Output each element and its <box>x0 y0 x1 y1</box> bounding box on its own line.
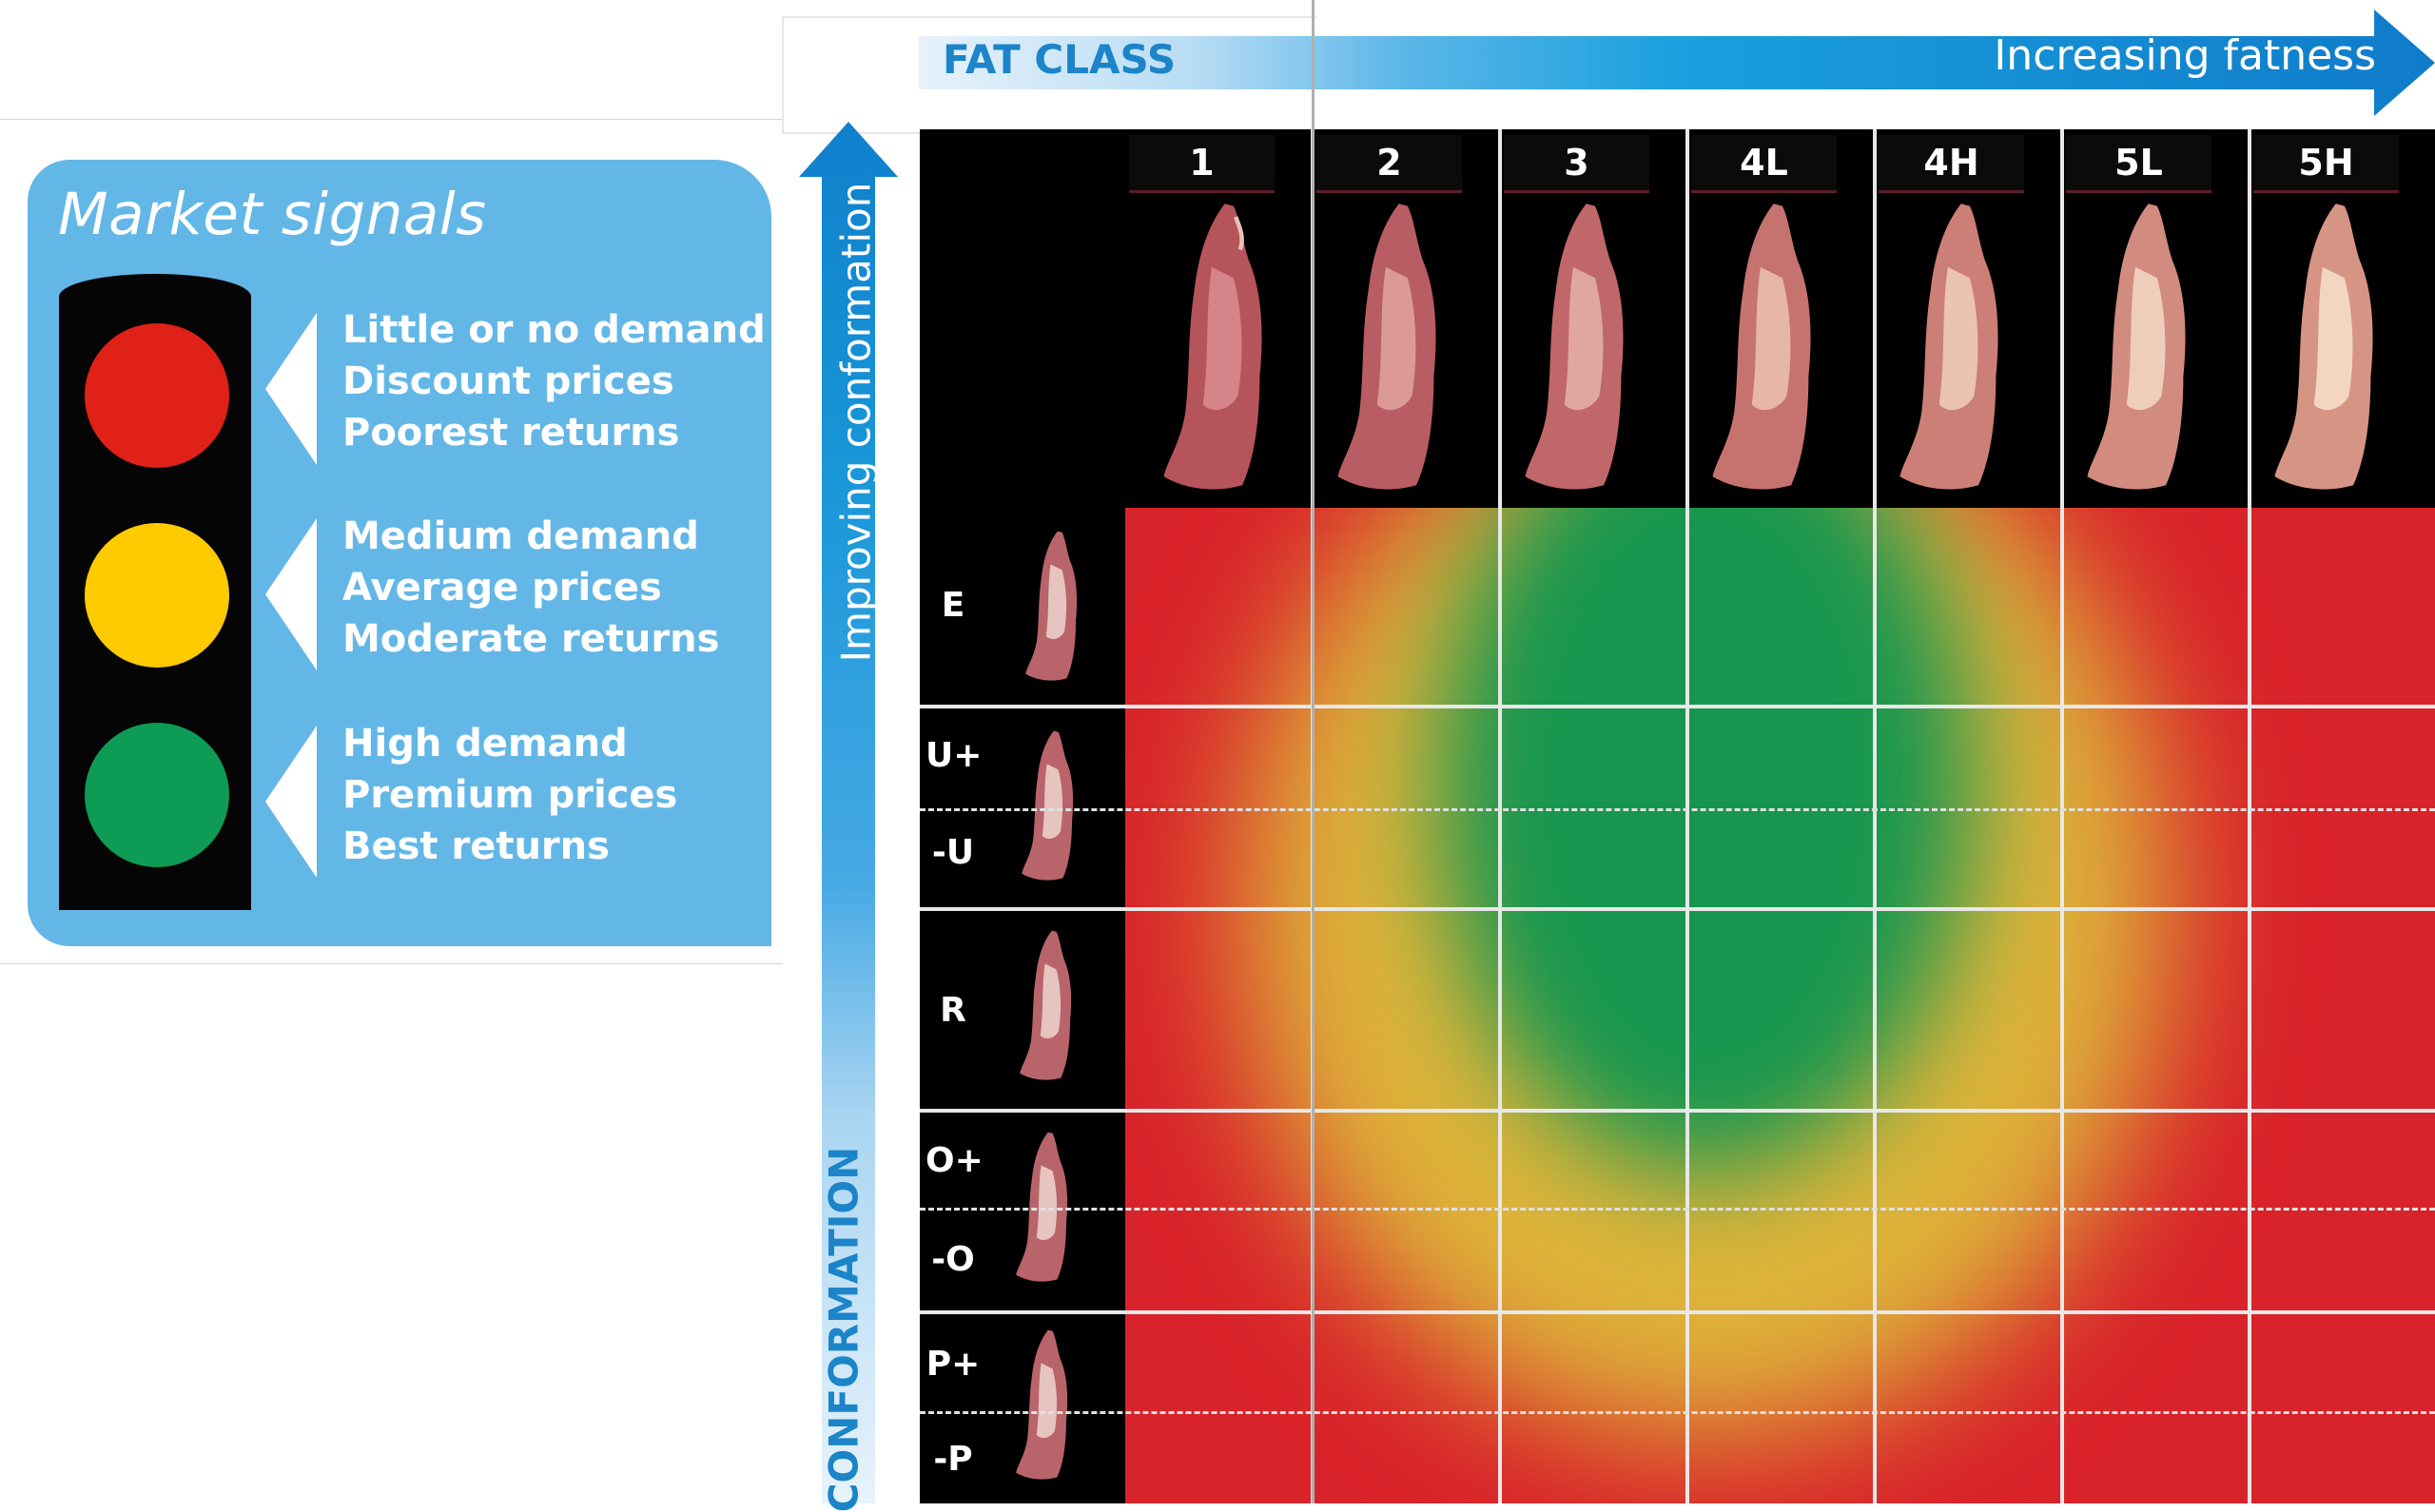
carcass-image <box>1525 204 1624 490</box>
top-rule <box>0 119 783 120</box>
conformation-class-P+: P+ <box>925 1345 981 1384</box>
carcass-image <box>2087 204 2186 490</box>
conformation-class--U: -U <box>931 833 975 872</box>
grid-dashed-line <box>920 1411 2435 1414</box>
conformation-class-U+: U+ <box>925 736 983 775</box>
pointer-red-icon <box>265 313 317 465</box>
conformation-class-E: E <box>941 586 965 625</box>
fat-class-subtitle: Increasing fatness <box>1994 31 2376 80</box>
grid-dashed-line <box>920 808 2435 811</box>
fat-class-4L: 4L <box>1691 135 1837 193</box>
fat-class-5H: 5H <box>2253 135 2399 193</box>
carcass-image <box>1016 1329 1068 1480</box>
classification-grid: 1 2 3 4L 4H 5L 5H E U+ -U R O+ -O P+ -P <box>920 129 2435 1503</box>
fat-class-3: 3 <box>1504 135 1649 193</box>
grid-line <box>920 705 2435 708</box>
bottom-rule <box>0 963 783 964</box>
grid-line <box>920 907 2435 911</box>
grid-line <box>920 1310 2435 1314</box>
grid-dashed-line <box>920 1208 2435 1211</box>
signal-amber-text: Medium demand Average prices Moderate re… <box>342 511 719 665</box>
fat-class-title: FAT CLASS <box>943 36 1177 83</box>
signal-line: Premium prices <box>342 773 678 817</box>
signal-line: Medium demand <box>342 514 699 558</box>
grid-line <box>1685 129 1689 1503</box>
fat-class-1: 1 <box>1129 135 1275 193</box>
conformation-class--O: -O <box>931 1240 975 1279</box>
pointer-amber-icon <box>265 518 317 670</box>
grid-line <box>2248 129 2251 1503</box>
signal-line: Discount prices <box>342 359 674 403</box>
demand-heatmap <box>1125 508 2435 1503</box>
carcass-image <box>1022 730 1074 881</box>
legend-title: Market signals <box>58 181 487 248</box>
grid-line <box>1498 129 1502 1503</box>
conformation-title: CONFORMATION <box>820 1146 867 1512</box>
traffic-light-icon <box>59 274 251 910</box>
signal-red-text: Little or no demand Discount prices Poor… <box>342 304 766 458</box>
carcass-image <box>1163 204 1262 490</box>
carcass-image <box>1337 204 1436 490</box>
carcass-image <box>1016 1132 1068 1282</box>
signal-green-text: High demand Premium prices Best returns <box>342 718 677 872</box>
grid-line <box>2060 129 2064 1503</box>
fat-class-5L: 5L <box>2066 135 2211 193</box>
carcass-image <box>2274 204 2373 490</box>
divider-line <box>1312 0 1315 1503</box>
conformation-arrow-icon <box>799 122 898 1503</box>
signal-line: Moderate returns <box>342 617 720 661</box>
red-light <box>85 323 229 468</box>
market-signals-legend: Market signals Little or no demand Disco… <box>28 160 771 946</box>
conformation-class-R: R <box>940 991 966 1030</box>
signal-line: Little or no demand <box>342 308 766 352</box>
heat-green-zone <box>1439 508 1972 1173</box>
conformation-subtitle: Improving conformation <box>832 182 880 663</box>
pointer-green-icon <box>265 726 317 878</box>
conformation-class-O+: O+ <box>925 1141 984 1180</box>
carcass-image <box>1020 930 1072 1080</box>
amber-light <box>85 523 229 668</box>
grid-line <box>920 1109 2435 1113</box>
carcass-image <box>1025 531 1078 681</box>
fat-class-4H: 4H <box>1879 135 2024 193</box>
signal-line: High demand <box>342 722 628 766</box>
signal-line: Average prices <box>342 566 662 610</box>
carcass-image <box>1899 204 1998 490</box>
green-light <box>85 723 229 867</box>
fat-class-arrow-icon <box>919 10 2435 116</box>
signal-line: Best returns <box>342 824 610 868</box>
carcass-image <box>1712 204 1811 490</box>
grid-line <box>1873 129 1877 1503</box>
signal-line: Poorest returns <box>342 411 680 455</box>
conformation-class--P: -P <box>933 1440 973 1479</box>
fat-class-2: 2 <box>1316 135 1462 193</box>
